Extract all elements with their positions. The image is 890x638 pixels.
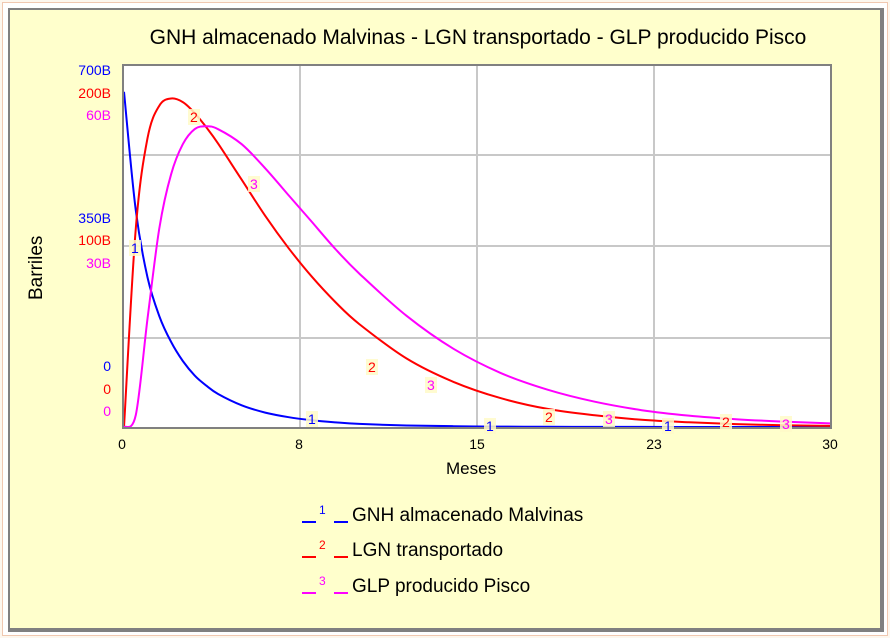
plot-svg: [124, 66, 830, 427]
series-marker-2: 2: [366, 359, 378, 375]
series-marker-3: 3: [780, 416, 792, 432]
legend-label: GNH almacenado Malvinas: [352, 505, 584, 526]
y-tick-magenta-zero: 0: [103, 403, 111, 419]
legend-item-gnh: 1 GNH almacenado Malvinas: [302, 503, 584, 527]
series-marker-3: 3: [603, 411, 615, 427]
legend-swatch-magenta: 3: [302, 574, 352, 597]
y-tick-magenta-mid: 30B: [86, 255, 111, 271]
y-tick-blue-zero: 0: [103, 358, 111, 374]
series-marker-3: 3: [248, 176, 260, 192]
y-axis-label: Barriles: [26, 235, 47, 300]
gridlines: [124, 66, 830, 427]
legend-item-lgn: 2 LGN transportado: [302, 538, 504, 562]
legend-label: LGN transportado: [352, 540, 504, 561]
chart-title: GNH almacenado Malvinas - LGN transporta…: [149, 26, 807, 49]
series-line-lgn: [124, 97, 830, 427]
series-marker-2: 2: [543, 409, 555, 425]
series-marker-1: 1: [484, 418, 496, 434]
y-tick-blue-mid: 350B: [78, 210, 111, 226]
x-tick: 30: [822, 436, 838, 452]
x-tick: 23: [646, 436, 662, 452]
series-marker-1: 1: [129, 240, 141, 256]
legend-item-glp: 3 GLP producido Pisco: [302, 574, 531, 598]
series-line-glp: [124, 125, 830, 427]
y-tick-blue-top: 700B: [78, 62, 111, 78]
y-tick-red-zero: 0: [103, 381, 111, 397]
series-marker-1: 1: [662, 418, 674, 434]
x-tick: 8: [295, 436, 303, 452]
plot-area: [122, 64, 832, 429]
x-axis-label: Meses: [446, 459, 497, 478]
y-tick-magenta-top: 60B: [86, 107, 111, 123]
x-tick: 0: [118, 436, 126, 452]
legend-swatch-blue: 1: [302, 503, 352, 526]
legend-label: GLP producido Pisco: [352, 576, 531, 597]
x-tick: 15: [469, 436, 485, 452]
y-tick-red-top: 200B: [78, 85, 111, 101]
legend-swatch-red: 2: [302, 538, 352, 561]
series-marker-3: 3: [425, 377, 437, 393]
y-tick-red-mid: 100B: [78, 232, 111, 248]
series-marker-2: 2: [720, 414, 732, 430]
series-marker-1: 1: [306, 411, 318, 427]
series-marker-2: 2: [188, 109, 200, 125]
